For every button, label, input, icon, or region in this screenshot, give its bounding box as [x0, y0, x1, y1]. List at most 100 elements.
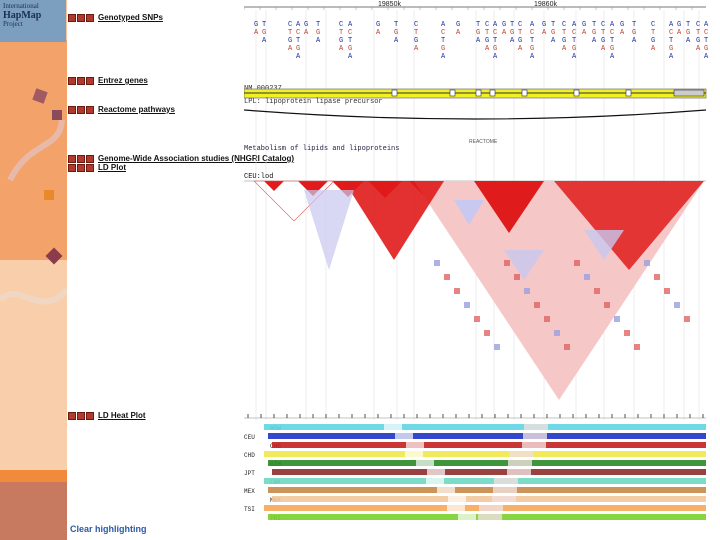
snp-allele-glyph[interactable]: G: [296, 45, 300, 53]
snp-allele-glyph[interactable]: G: [704, 45, 708, 53]
snp-allele-glyph[interactable]: G: [518, 37, 522, 45]
snp-allele-glyph[interactable]: A: [316, 37, 321, 45]
snp-allele-glyph[interactable]: A: [669, 53, 674, 61]
snp-allele-glyph[interactable]: T: [562, 29, 566, 37]
snp-allele-glyph[interactable]: T: [296, 37, 300, 45]
snp-allele-glyph[interactable]: A: [562, 45, 567, 53]
snp-allele-glyph[interactable]: A: [551, 37, 556, 45]
snp-allele-glyph[interactable]: G: [441, 45, 445, 53]
snp-allele-glyph[interactable]: G: [592, 29, 596, 37]
snp-allele-glyph[interactable]: T: [485, 29, 489, 37]
track-help-icon[interactable]: [86, 154, 94, 163]
snp-allele-glyph[interactable]: G: [686, 29, 690, 37]
ld-cell[interactable]: [504, 260, 510, 266]
snp-allele-glyph[interactable]: G: [394, 29, 398, 37]
snp-allele-glyph[interactable]: T: [476, 21, 480, 29]
snp-allele-glyph[interactable]: T: [510, 21, 514, 29]
snp-allele-glyph[interactable]: T: [632, 21, 636, 29]
snp-allele-glyph[interactable]: T: [530, 37, 534, 45]
track-help-icon[interactable]: [86, 13, 94, 22]
ld-cell[interactable]: [534, 302, 540, 308]
snp-allele-glyph[interactable]: G: [485, 37, 489, 45]
ld-cell[interactable]: [634, 344, 640, 350]
snp-allele-glyph[interactable]: T: [686, 21, 690, 29]
snp-allele-glyph[interactable]: C: [348, 29, 352, 37]
ld-cell[interactable]: [584, 274, 590, 280]
snp-allele-glyph[interactable]: A: [669, 21, 674, 29]
track-header-genome-wide-association-studies-nhgri-catalog[interactable]: Genome-Wide Association studies (NHGRI C…: [68, 153, 294, 164]
snp-allele-glyph[interactable]: A: [288, 45, 293, 53]
track-remove-icon[interactable]: [68, 13, 76, 22]
ld-cell[interactable]: [604, 302, 610, 308]
track-header-ld-plot[interactable]: LD Plot: [68, 162, 126, 173]
population-heat-bar[interactable]: [264, 451, 706, 457]
snp-allele-glyph[interactable]: A: [348, 53, 353, 61]
ld-cell[interactable]: [684, 316, 690, 322]
snp-allele-glyph[interactable]: G: [376, 21, 380, 29]
snp-allele-glyph[interactable]: A: [485, 45, 490, 53]
snp-allele-glyph[interactable]: A: [493, 21, 498, 29]
snp-allele-glyph[interactable]: C: [530, 29, 534, 37]
snp-allele-glyph[interactable]: G: [493, 45, 497, 53]
snp-allele-glyph[interactable]: C: [651, 21, 655, 29]
gene-exon[interactable]: [391, 89, 398, 97]
snp-allele-glyph[interactable]: A: [620, 29, 625, 37]
snp-allele-glyph[interactable]: G: [502, 21, 506, 29]
ld-cell[interactable]: [444, 274, 450, 280]
snp-allele-glyph[interactable]: G: [476, 29, 480, 37]
snp-allele-glyph[interactable]: G: [339, 37, 343, 45]
snp-allele-glyph[interactable]: G: [620, 21, 624, 29]
snp-allele-glyph[interactable]: C: [518, 21, 522, 29]
ld-cell[interactable]: [464, 302, 470, 308]
population-heat-bar[interactable]: [272, 442, 706, 448]
snp-allele-glyph[interactable]: T: [592, 21, 596, 29]
ld-block[interactable]: [554, 181, 704, 270]
snp-allele-glyph[interactable]: T: [518, 29, 522, 37]
snp-allele-glyph[interactable]: T: [669, 37, 673, 45]
track-help-icon[interactable]: [86, 105, 94, 114]
snp-allele-glyph[interactable]: A: [262, 37, 267, 45]
snp-allele-glyph[interactable]: C: [704, 29, 708, 37]
track-remove-icon[interactable]: [68, 163, 76, 172]
track-help-icon[interactable]: [86, 163, 94, 172]
snp-allele-glyph[interactable]: A: [632, 37, 637, 45]
snp-allele-glyph[interactable]: A: [601, 45, 606, 53]
population-heat-bar[interactable]: [264, 424, 706, 430]
track-remove-icon[interactable]: [68, 76, 76, 85]
snp-allele-glyph[interactable]: A: [510, 37, 515, 45]
snp-allele-glyph[interactable]: G: [262, 29, 266, 37]
ld-cell[interactable]: [494, 344, 500, 350]
gene-exon[interactable]: [625, 89, 632, 97]
genome-browser-view[interactable]: 19850k 19860kGATGACTGAACTGAGATGACTGAACTGA…: [244, 0, 710, 540]
snp-allele-glyph[interactable]: A: [610, 21, 615, 29]
snp-allele-glyph[interactable]: A: [704, 53, 709, 61]
gene-exon[interactable]: [573, 89, 580, 97]
snp-allele-glyph[interactable]: T: [601, 29, 605, 37]
snp-allele-glyph[interactable]: G: [510, 29, 514, 37]
snp-allele-glyph[interactable]: T: [339, 29, 343, 37]
snp-allele-glyph[interactable]: G: [601, 37, 605, 45]
snp-allele-glyph[interactable]: A: [686, 37, 691, 45]
gene-exon[interactable]: [521, 89, 528, 97]
snp-allele-glyph[interactable]: G: [651, 37, 655, 45]
snp-allele-glyph[interactable]: C: [414, 21, 418, 29]
snp-allele-glyph[interactable]: G: [669, 45, 673, 53]
snp-allele-glyph[interactable]: A: [414, 45, 419, 53]
track-configure-icon[interactable]: [77, 154, 85, 163]
population-heat-bar[interactable]: [268, 487, 706, 493]
population-heat-bar[interactable]: [272, 469, 706, 475]
snp-allele-glyph[interactable]: G: [348, 45, 352, 53]
snp-allele-glyph[interactable]: A: [296, 53, 301, 61]
snp-allele-glyph[interactable]: A: [304, 29, 309, 37]
snp-allele-glyph[interactable]: A: [441, 53, 446, 61]
track-remove-icon[interactable]: [68, 411, 76, 420]
snp-allele-glyph[interactable]: C: [696, 21, 700, 29]
track-help-icon[interactable]: [86, 76, 94, 85]
clear-highlighting-link[interactable]: Clear highlighting: [70, 524, 147, 534]
track-configure-icon[interactable]: [77, 13, 85, 22]
track-configure-icon[interactable]: [77, 105, 85, 114]
ld-block[interactable]: [264, 181, 284, 191]
snp-allele-glyph[interactable]: T: [394, 21, 398, 29]
ld-cell[interactable]: [574, 260, 580, 266]
snp-allele-glyph[interactable]: T: [696, 29, 700, 37]
